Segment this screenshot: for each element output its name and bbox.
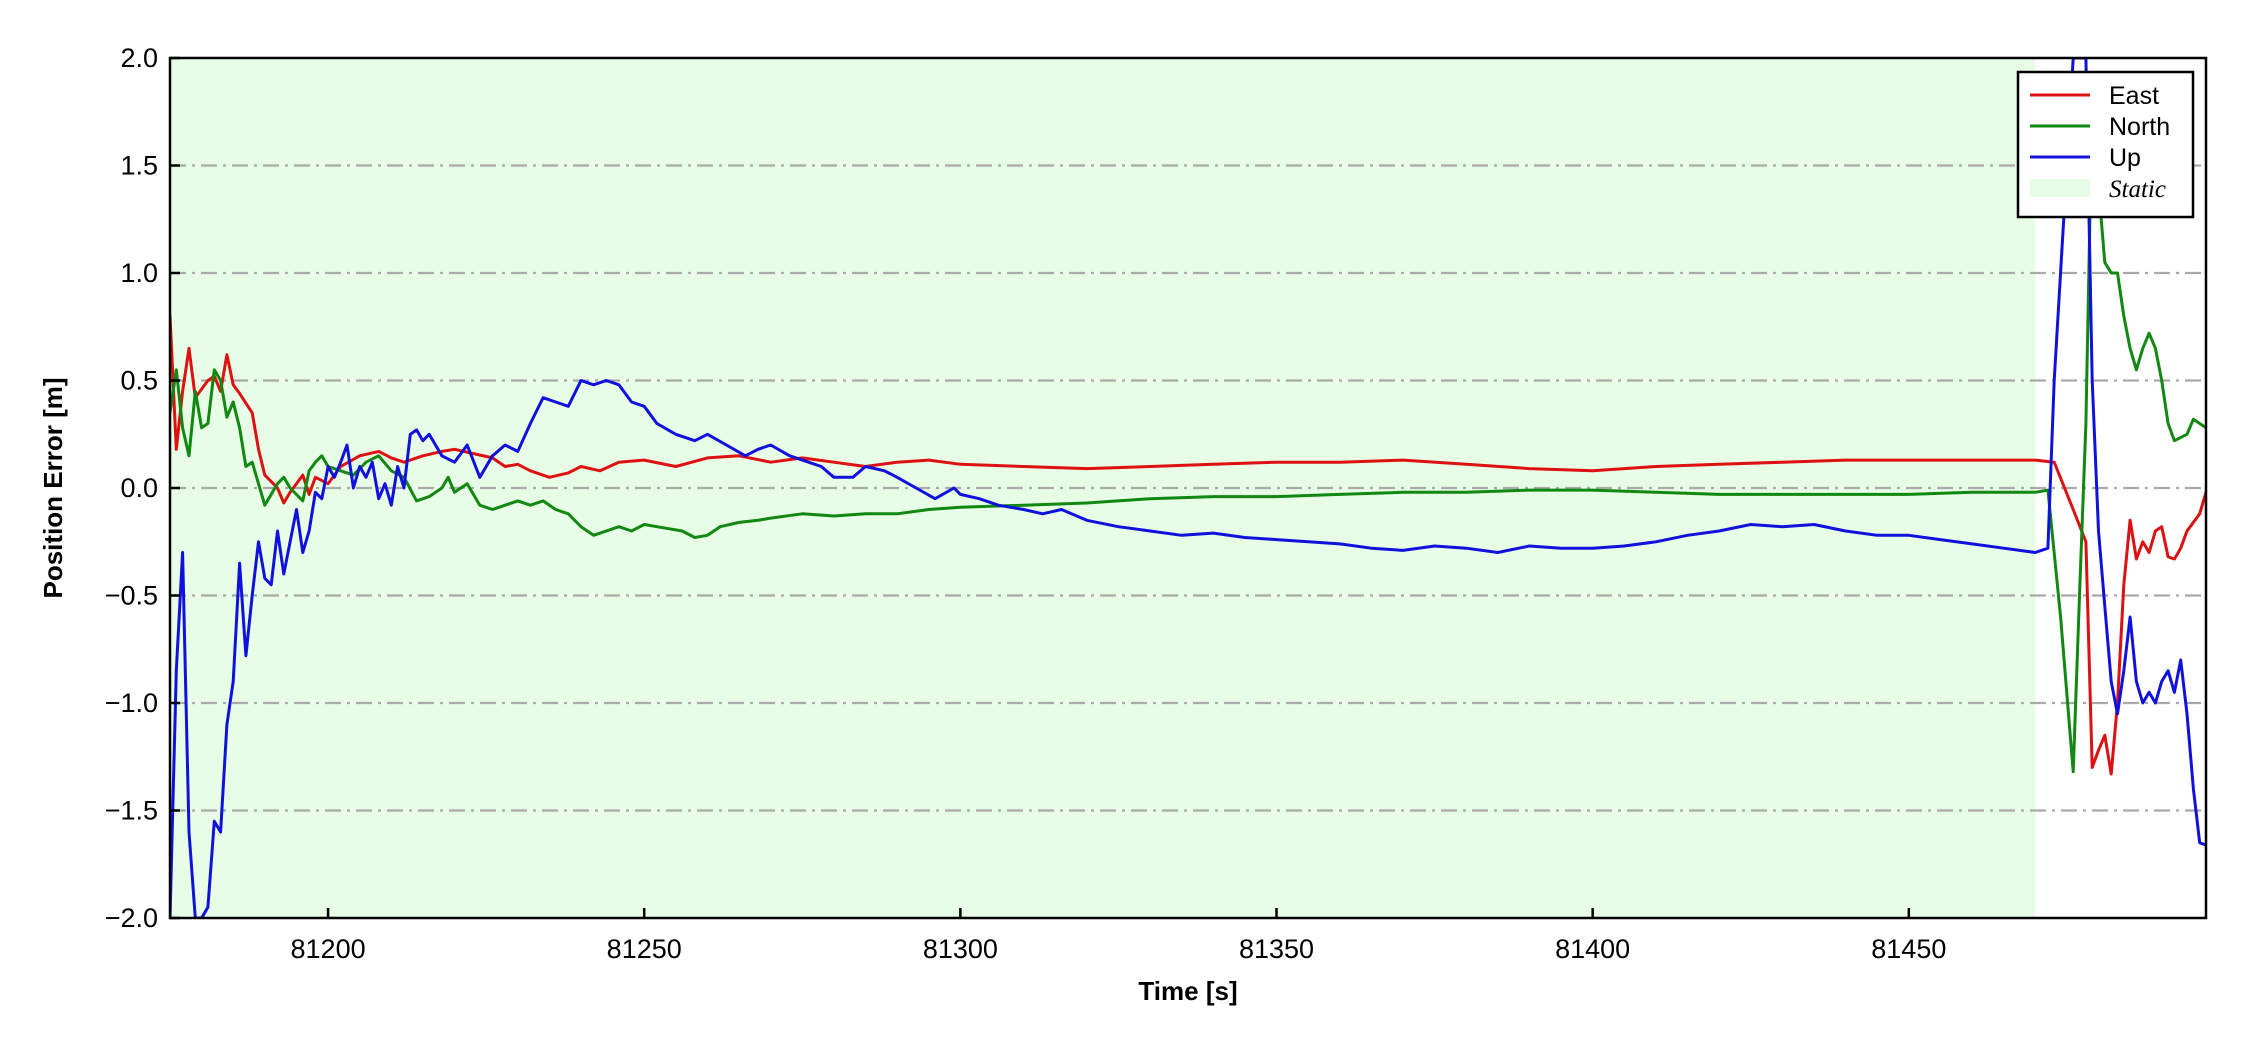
series-lines — [170, 58, 2206, 918]
x-tick-label: 81250 — [607, 934, 682, 964]
x-tick-label: 81300 — [923, 934, 998, 964]
x-tick-label: 81400 — [1555, 934, 1630, 964]
y-tick-label: −1.5 — [105, 796, 158, 826]
legend-label-east: East — [2109, 82, 2159, 110]
x-tick-label: 81450 — [1871, 934, 1946, 964]
y-tick-label: −2.0 — [105, 903, 158, 933]
series-line-up — [170, 58, 2206, 918]
legend-label-static: Static — [2109, 176, 2166, 203]
x-axis-title: Time [s] — [1138, 976, 1237, 1006]
x-tick-label: 81200 — [291, 934, 366, 964]
x-tick-label: 81350 — [1239, 934, 1314, 964]
y-tick-label: −1.0 — [105, 688, 158, 718]
y-tick-label: 0.5 — [120, 366, 158, 396]
legend-label-north: North — [2109, 113, 2170, 141]
legend: East North Up Static — [2016, 70, 2195, 219]
y-tick-label: 2.0 — [120, 43, 158, 73]
y-tick-label: −0.5 — [105, 581, 158, 611]
axis-ticks: 2.0 1.5 1.0 0.5 0.0 −0.5 −1.0 −1.5 −2.0 81200 8125… — [105, 43, 1947, 964]
series-line-north — [170, 99, 2206, 774]
y-tick-label: 1.0 — [120, 258, 158, 288]
legend-label-up: Up — [2109, 144, 2141, 172]
legend-swatch-static — [2030, 179, 2090, 197]
y-tick-label: 0.0 — [120, 473, 158, 503]
y-tick-label: 1.5 — [120, 151, 158, 181]
y-axis-title: Position Error [m] — [38, 377, 68, 598]
horizontal-gridlines — [170, 164, 2206, 812]
